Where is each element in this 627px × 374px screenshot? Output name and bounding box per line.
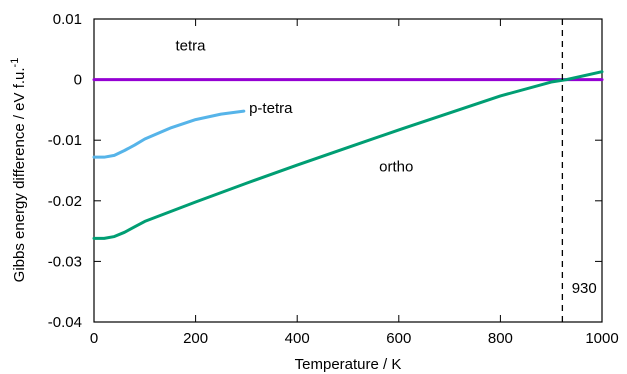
series-line-p-tetra [92,109,246,159]
series-line-ortho [92,70,604,240]
x-tick-label: 200 [183,330,208,347]
x-tick-label: 600 [386,330,411,347]
x-axis-label: Temperature / K [295,356,402,373]
plot-frame [93,18,603,323]
y-tick-label: 0.01 [53,11,82,28]
y-tick-label: -0.02 [48,193,82,210]
x-tick-label: 800 [488,330,513,347]
y-axis-label-superscript: -1 [9,58,21,68]
x-tick-label: 400 [285,330,310,347]
axis-ticks [93,18,603,323]
annotation-label: tetra [176,38,207,55]
y-tick-label: -0.04 [48,314,82,331]
annotations: tetra p-tetra ortho 930 [176,38,597,297]
annotation-label: p-tetra [249,100,293,117]
x-tick-label: 0 [90,330,98,347]
tick-labels: 0 200 400 600 800 1000 0.01 0 -0.01 -0.02 -0.03 -0.… [48,11,619,347]
y-axis-label: Gibbs energy difference / eV f.u.-1 [9,58,28,283]
y-tick-label: -0.01 [48,132,82,149]
y-tick-label: -0.03 [48,253,82,270]
annotation-label: 930 [572,280,597,297]
x-tick-label: 1000 [585,330,618,347]
y-tick-label: 0 [74,72,82,89]
y-axis-label-main: Gibbs energy difference / eV f.u. [11,67,28,282]
annotation-label: ortho [379,159,413,176]
series-layer [92,70,604,240]
